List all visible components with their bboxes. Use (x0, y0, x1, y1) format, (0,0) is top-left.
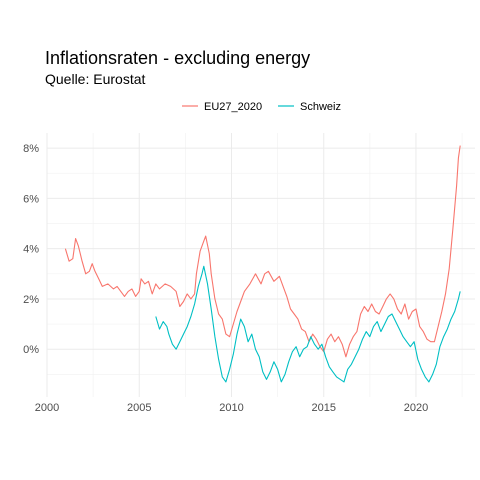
legend: EU27_2020 Schweiz (182, 101, 341, 113)
legend-label-eu27-2020: EU27_2020 (204, 101, 262, 113)
series-line-schweiz (155, 265, 461, 383)
x-tick-label: 2020 (404, 402, 428, 414)
x-tick-label: 2000 (35, 402, 59, 414)
x-tick-label: 2005 (127, 402, 151, 414)
legend-label-schweiz: Schweiz (300, 101, 341, 113)
y-tick-label: 8% (23, 143, 39, 155)
series-layer (64, 145, 461, 383)
x-tick-label: 2010 (219, 402, 243, 414)
y-tick-label: 4% (23, 244, 39, 256)
series-line-eu27-2020 (64, 145, 461, 358)
chart-subtitle: Quelle: Eurostat (45, 71, 145, 87)
chart-title: Inflationsraten - excluding energy (45, 48, 310, 68)
y-tick-label: 6% (23, 193, 39, 205)
grid (46, 133, 475, 397)
y-tick-label: 0% (23, 344, 39, 356)
y-tick-label: 2% (23, 294, 39, 306)
axis-tick-labels: 2000 2005 2010 2015 2020 0% 2% 4% 6% 8% (23, 143, 428, 414)
x-tick-label: 2015 (311, 402, 335, 414)
